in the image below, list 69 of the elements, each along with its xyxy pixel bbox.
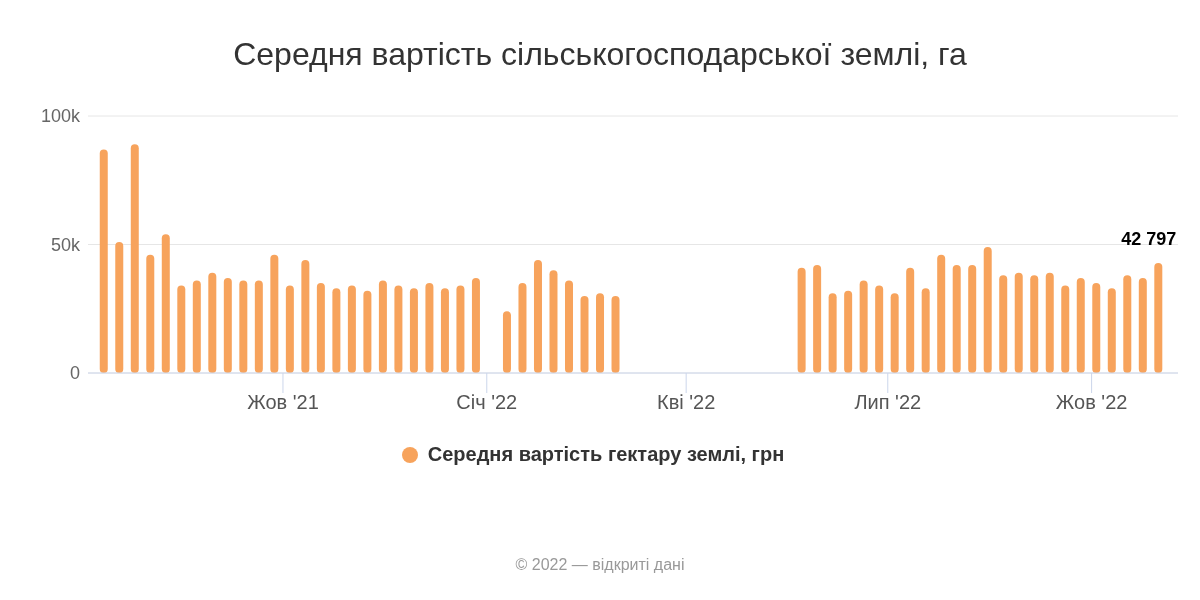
bar	[161, 234, 170, 373]
bar	[999, 275, 1008, 373]
bar	[130, 144, 139, 373]
bar	[549, 270, 558, 373]
bar	[223, 277, 232, 373]
bar	[596, 293, 605, 373]
bar	[580, 295, 589, 373]
bar	[347, 285, 356, 373]
bar	[875, 285, 884, 373]
bar	[502, 311, 511, 373]
bar	[906, 267, 915, 373]
bar	[208, 272, 217, 373]
x-tick-label: Жов '21	[247, 391, 319, 414]
bar	[440, 288, 449, 373]
bar	[99, 149, 108, 373]
bar	[378, 280, 387, 373]
bar	[270, 254, 279, 373]
bar	[192, 280, 201, 373]
bar	[937, 254, 946, 373]
bar	[301, 259, 310, 373]
text: © 2022 — відкриті дані	[514, 556, 686, 574]
bar	[952, 265, 961, 373]
bar	[285, 285, 294, 373]
bar	[394, 285, 403, 373]
bar	[859, 280, 868, 373]
bar	[1154, 263, 1163, 373]
bar	[363, 290, 372, 373]
bar	[332, 288, 341, 373]
bar	[146, 254, 155, 373]
bar	[1092, 283, 1101, 373]
y-tick-label: 50k	[50, 234, 81, 255]
bar	[239, 280, 248, 373]
data-label: 42 797	[1121, 229, 1177, 250]
chart-title: Середня вартість сільськогосподарської землі, га	[232, 35, 968, 74]
bar	[1107, 288, 1116, 373]
bar	[828, 293, 837, 373]
bar	[409, 288, 418, 373]
bar	[1138, 277, 1147, 373]
y-tick-label: 0	[69, 363, 80, 384]
legend-label: Середня вартість гектару землі, грн	[426, 443, 785, 466]
bar	[565, 280, 573, 373]
bar	[1061, 285, 1070, 373]
bar	[797, 267, 806, 373]
bar	[921, 288, 930, 373]
bar	[456, 285, 465, 373]
bar	[1076, 277, 1085, 373]
bar	[968, 265, 977, 373]
bar	[471, 277, 480, 373]
bar	[813, 265, 822, 373]
bar	[518, 283, 527, 373]
bar	[316, 283, 325, 373]
bar	[611, 295, 620, 373]
bar	[983, 247, 992, 373]
bar	[425, 283, 434, 373]
bar	[254, 280, 263, 373]
x-tick-label: Кві '22	[657, 391, 716, 414]
bar	[844, 290, 853, 373]
bar	[1045, 272, 1054, 373]
x-tick-label: Жов '22	[1055, 391, 1128, 414]
bar	[533, 259, 542, 373]
x-tick-label: Січ '22	[456, 391, 518, 414]
bar	[1030, 275, 1039, 373]
x-tick-label: Лип '22	[854, 391, 922, 414]
bar	[890, 293, 899, 373]
bar	[1123, 275, 1132, 373]
bar	[1014, 272, 1023, 373]
bar	[115, 241, 124, 373]
bar	[177, 285, 186, 373]
y-tick-label: 100k	[40, 106, 81, 127]
